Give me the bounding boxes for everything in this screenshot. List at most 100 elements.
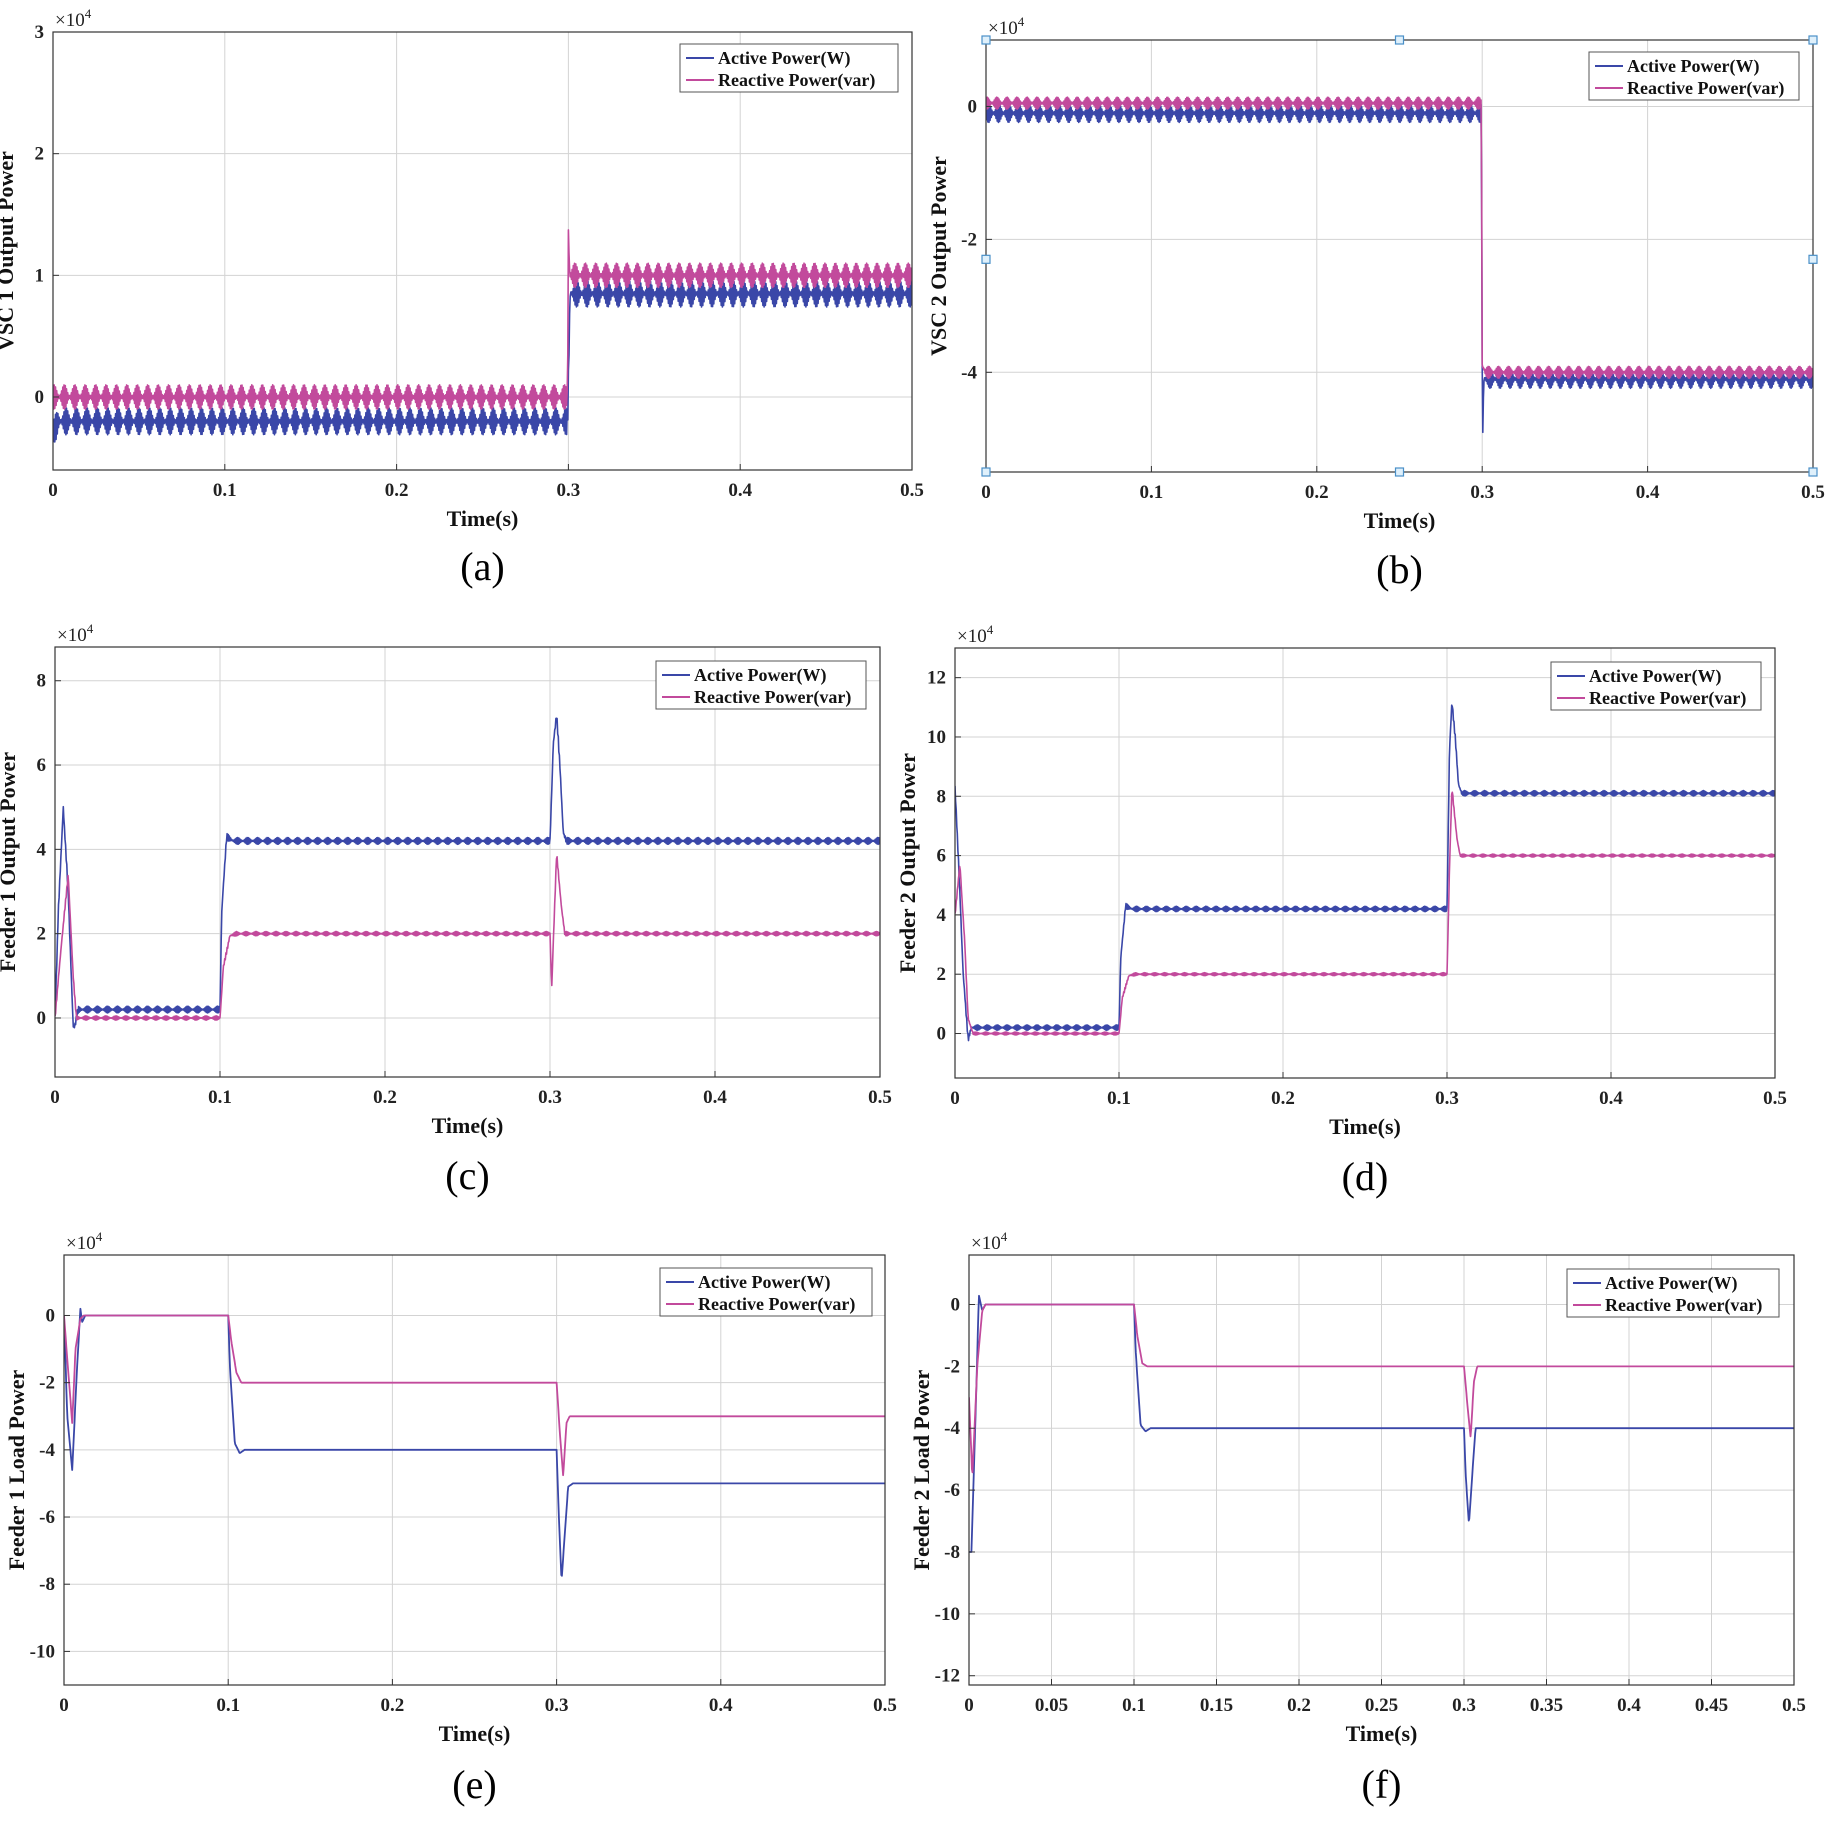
x-tick-label: 0.4	[1636, 482, 1660, 503]
legend-label: Reactive Power(var)	[698, 1294, 855, 1315]
y-axis-label: Feeder 2 Output Power	[895, 753, 920, 973]
legend-label: Active Power(W)	[694, 665, 826, 686]
y-tick-label: 6	[937, 846, 947, 867]
legend-label: Active Power(W)	[718, 48, 850, 69]
x-tick-label: 0.1	[216, 1695, 240, 1716]
legend-label: Reactive Power(var)	[718, 70, 875, 91]
y-tick-label: -8	[39, 1574, 55, 1595]
selection-handle[interactable]	[981, 254, 991, 264]
panel-caption: (d)	[1342, 1154, 1389, 1199]
chart-panel: 0 0.1 0.2 0.3 0.4 0.5 0 2 4 6 8 ×104 Time(s) Feeder 1…	[0, 621, 892, 1198]
x-axis-label: Time(s)	[1364, 508, 1436, 533]
y-axis-label: Feeder 2 Load Power	[909, 1369, 934, 1570]
y-tick-label: -4	[944, 1418, 960, 1439]
axes-box	[54, 646, 881, 1078]
panel-caption: (b)	[1376, 547, 1423, 592]
y-tick-label: 4	[937, 905, 947, 926]
selection-handle[interactable]	[1808, 467, 1818, 477]
plot-area	[64, 1255, 885, 1685]
x-tick-label: 0.5	[900, 480, 924, 501]
x-tick-label: 0.05	[1035, 1695, 1068, 1716]
selection-handle[interactable]	[1394, 467, 1405, 477]
series-line-active	[55, 717, 880, 1029]
y-exponent-label: ×104	[55, 6, 92, 31]
x-tick-label: 0.3	[1452, 1695, 1476, 1716]
y-tick-label: 10	[927, 727, 946, 748]
y-exponent-label: ×104	[57, 621, 94, 646]
chart-panel: 0 0.05 0.1 0.15 0.2 0.25 0.3 0.35 0.4 0.45 0.5 0 -2 -…	[909, 1229, 1806, 1807]
x-tick-label: 0.5	[1763, 1088, 1787, 1109]
y-tick-label: 2	[37, 924, 47, 945]
y-tick-label: -4	[39, 1440, 55, 1461]
legend-label: Active Power(W)	[1627, 56, 1759, 77]
legend-box	[1550, 661, 1762, 711]
x-tick-label: 0.3	[545, 1695, 569, 1716]
y-exponent-label: ×104	[988, 14, 1025, 39]
series-line-active	[955, 704, 1775, 1042]
y-tick-label: 0	[35, 387, 45, 408]
legend: Active Power(W)Reactive Power(var)	[1588, 51, 1800, 101]
legend-box	[1588, 51, 1800, 101]
y-tick-label: -6	[944, 1480, 960, 1501]
x-tick-label: 0.4	[728, 480, 752, 501]
panel-caption: (c)	[445, 1153, 489, 1198]
series-line-reactive	[955, 791, 1775, 1036]
y-tick-label: -2	[961, 229, 977, 250]
y-tick-label: 12	[927, 668, 946, 689]
y-tick-label: 8	[37, 671, 47, 692]
y-exponent-label: ×104	[957, 622, 994, 647]
x-axis-label: Time(s)	[439, 1721, 511, 1746]
legend-label: Active Power(W)	[1589, 666, 1721, 687]
y-exponent-label: ×104	[66, 1229, 103, 1254]
x-tick-label: 0.5	[1782, 1695, 1806, 1716]
series-line-reactive	[55, 855, 880, 1021]
y-axis-label: VSC 2 Output Power	[926, 156, 951, 356]
chart-panel: 0 0.1 0.2 0.3 0.4 0.5 0 -2 -4 -6 -8 -10 ×104 Time(s) F…	[4, 1229, 897, 1807]
panel-caption: (f)	[1362, 1762, 1402, 1807]
x-tick-label: 0.3	[1470, 482, 1494, 503]
x-tick-label: 0.4	[1617, 1695, 1641, 1716]
x-tick-label: 0.1	[1107, 1088, 1131, 1109]
x-tick-label: 0.35	[1530, 1695, 1563, 1716]
y-tick-label: 0	[951, 1294, 961, 1315]
y-tick-label: 1	[35, 265, 45, 286]
selection-handle[interactable]	[1394, 35, 1405, 45]
x-tick-label: 0.2	[373, 1087, 397, 1108]
x-tick-label: 0.3	[1435, 1088, 1459, 1109]
x-tick-label: 0.1	[1140, 482, 1164, 503]
y-axis-label: Feeder 1 Output Power	[0, 752, 20, 972]
selection-handle[interactable]	[1808, 254, 1818, 264]
y-tick-label: -4	[961, 362, 977, 383]
y-tick-label: -2	[39, 1373, 55, 1394]
axes-box	[954, 647, 1776, 1079]
y-exponent-label: ×104	[971, 1229, 1008, 1254]
selection-handle[interactable]	[981, 467, 991, 477]
x-tick-label: 0.2	[1305, 482, 1329, 503]
legend-label: Reactive Power(var)	[1627, 78, 1784, 99]
x-tick-label: 0.2	[1287, 1695, 1311, 1716]
legend-label: Active Power(W)	[1605, 1273, 1737, 1294]
series-line-reactive	[986, 96, 1813, 380]
x-tick-label: 0.25	[1365, 1695, 1398, 1716]
legend: Active Power(W)Reactive Power(var)	[655, 660, 867, 710]
y-tick-label: 6	[37, 755, 47, 776]
panel-caption: (e)	[452, 1762, 496, 1807]
series-line-reactive	[53, 229, 912, 411]
legend: Active Power(W)Reactive Power(var)	[659, 1267, 873, 1317]
plot-area	[955, 648, 1775, 1078]
x-tick-label: 0.4	[703, 1087, 727, 1108]
selection-handle[interactable]	[981, 35, 991, 45]
legend: Active Power(W)Reactive Power(var)	[1566, 1268, 1780, 1318]
y-tick-label: 8	[937, 786, 947, 807]
y-tick-label: 0	[37, 1008, 47, 1029]
x-tick-label: 0.2	[385, 480, 409, 501]
x-axis-label: Time(s)	[447, 506, 519, 531]
x-tick-label: 0.4	[709, 1695, 733, 1716]
axes-box	[63, 1254, 886, 1686]
x-tick-label: 0	[48, 480, 58, 501]
y-axis-label: VSC 1 Output Power	[0, 151, 18, 351]
x-tick-label: 0	[59, 1695, 69, 1716]
series-line-reactive	[969, 1303, 1794, 1474]
selection-handle[interactable]	[1808, 35, 1818, 45]
